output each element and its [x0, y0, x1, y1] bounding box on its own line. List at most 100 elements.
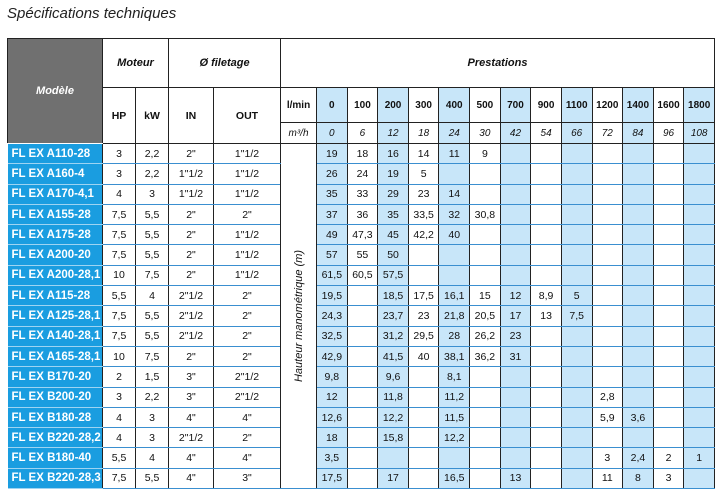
header-lmin: l/min: [280, 87, 318, 123]
head-value: [591, 163, 624, 185]
head-value: [652, 142, 685, 165]
head-value: 31,2: [377, 325, 409, 347]
head-value: [560, 366, 593, 388]
head-value: [560, 244, 593, 266]
outlet-value: 3": [213, 467, 282, 490]
header-m3h: m³/h: [280, 122, 318, 144]
head-value: [469, 447, 501, 469]
hp-value: 7,5: [102, 467, 136, 490]
head-value: [530, 142, 562, 165]
head-value: 29: [377, 183, 409, 205]
head-value: [407, 447, 440, 469]
head-value: 19: [316, 142, 348, 165]
flow-lmin-header: 200: [377, 87, 409, 123]
head-value: 3: [652, 467, 685, 490]
flow-m3h-header: 6: [346, 122, 379, 144]
head-value: 42,9: [316, 345, 348, 368]
model-name: FL EX A110-28: [7, 142, 103, 165]
head-value: 38,1: [438, 345, 471, 368]
head-value: [560, 325, 593, 347]
flow-lmin-header: 400: [438, 87, 471, 123]
inlet-value: 2"1/2: [168, 427, 215, 449]
hp-value: 4: [102, 406, 136, 429]
inlet-value: 2": [168, 244, 215, 266]
head-value: [530, 325, 562, 347]
kw-value: 2,2: [134, 142, 170, 165]
head-value: [530, 406, 562, 429]
head-value: [346, 427, 379, 449]
head-value: [622, 305, 654, 327]
head-value: [591, 305, 624, 327]
head-value: [530, 447, 562, 469]
head-value: [346, 345, 379, 368]
head-value: [683, 386, 715, 408]
kw-value: 4: [134, 285, 170, 307]
model-name: FL EX A170-4,1: [7, 183, 103, 205]
head-value: [530, 467, 562, 490]
head-value: 5,9: [591, 406, 624, 429]
head-value: [591, 183, 624, 205]
outlet-value: 2": [213, 427, 282, 449]
head-value: 2,4: [622, 447, 654, 469]
hp-value: 3: [102, 163, 136, 185]
table-row: FL EX A140-28,1 7,5 5,5 2"1/2 2" 32,5 31,2 29,5…: [7, 325, 715, 347]
hp-value: 4: [102, 183, 136, 205]
head-value: [469, 183, 501, 205]
head-value: 42,2: [407, 224, 440, 246]
head-value: [530, 244, 562, 266]
head-value: [438, 244, 471, 266]
head-value: [652, 285, 685, 307]
head-value: [560, 406, 593, 429]
head-value: 17,5: [316, 467, 348, 490]
model-name: FL EX B220-28,2: [7, 427, 103, 449]
head-value: 32: [438, 203, 471, 226]
head-value: [683, 325, 715, 347]
flow-m3h-header: 66: [560, 122, 593, 144]
kw-value: 2,2: [134, 163, 170, 185]
head-value: [560, 163, 593, 185]
kw-value: 3: [134, 427, 170, 449]
head-value: [683, 285, 715, 307]
head-value: 35: [377, 203, 409, 226]
header-performance: Prestations: [280, 38, 715, 88]
flow-lmin-header: 100: [346, 87, 379, 123]
table-row: FL EX A125-28,1 7,5 5,5 2"1/2 2" 24,3 23,7 23 21…: [7, 305, 715, 327]
header-model: Modèle: [7, 38, 103, 144]
head-value: [530, 366, 562, 388]
vertical-label-text: Hauteur manométrique (m): [292, 249, 305, 383]
head-value: [683, 345, 715, 368]
head-value: [683, 183, 715, 205]
head-value: [346, 366, 379, 388]
vertical-axis-label: Hauteur manométrique (m): [280, 142, 318, 490]
head-value: 30,8: [469, 203, 501, 226]
head-value: 12: [316, 386, 348, 408]
head-value: 11: [438, 142, 471, 165]
model-name: FL EX A200-20: [7, 244, 103, 266]
head-value: [683, 406, 715, 429]
head-value: [683, 224, 715, 246]
head-value: 33,5: [407, 203, 440, 226]
head-value: [560, 467, 593, 490]
head-value: 29,5: [407, 325, 440, 347]
head-value: [591, 264, 624, 287]
head-value: 13: [530, 305, 562, 327]
head-value: [622, 386, 654, 408]
head-value: 28: [438, 325, 471, 347]
head-value: [591, 285, 624, 307]
table-row: FL EX A165-28,1 10 7,5 2" 2" 42,9 41,5 40 38,1 36…: [7, 345, 715, 368]
head-value: [469, 224, 501, 246]
kw-value: 5,5: [134, 305, 170, 327]
head-value: [499, 264, 532, 287]
head-value: [530, 427, 562, 449]
outlet-value: 2": [213, 325, 282, 347]
head-value: [560, 264, 593, 287]
head-value: [407, 386, 440, 408]
head-value: [622, 163, 654, 185]
head-value: 36,2: [469, 345, 501, 368]
table-row: FL EX A175-28 7,5 5,5 2" 1"1/2 49 47,3 45 42,2 40: [7, 224, 715, 246]
head-value: [560, 345, 593, 368]
head-value: [622, 325, 654, 347]
head-value: 50: [377, 244, 409, 266]
head-value: [622, 203, 654, 226]
head-value: [591, 203, 624, 226]
